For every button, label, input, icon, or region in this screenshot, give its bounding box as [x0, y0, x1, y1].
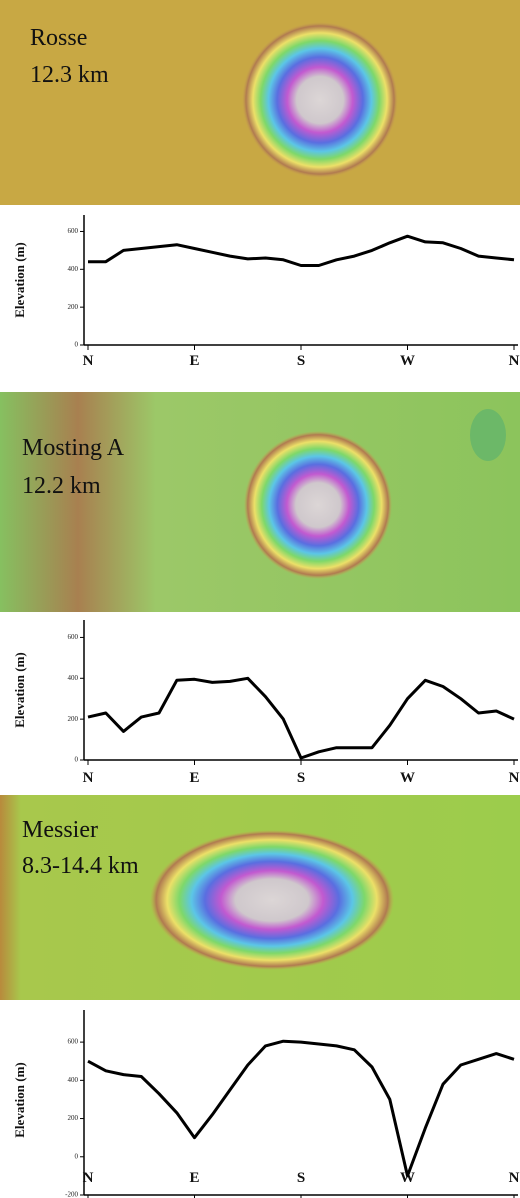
- y-tick-label: 600: [68, 1038, 79, 1046]
- image-label: 8.3-14.4 km: [22, 853, 139, 879]
- x-tick-label: N: [509, 770, 520, 786]
- elevation-line: [88, 678, 514, 758]
- y-tick-label: -200: [65, 1191, 78, 1198]
- x-tick-label: W: [400, 770, 415, 786]
- elevation-line: [88, 236, 514, 265]
- y-axis-label: Elevation (m): [12, 242, 27, 317]
- figure: Rosse 12.3 km 0 200 400 600 N E S W N Elevation (m)…: [0, 0, 520, 1198]
- y-tick-label: 200: [68, 715, 79, 723]
- y-axis-label: Elevation (m): [12, 652, 27, 727]
- x-tick-label: S: [297, 770, 305, 786]
- crater-image: [0, 392, 520, 612]
- y-tick-label: 0: [75, 1152, 79, 1160]
- x-tick-label: E: [189, 353, 199, 369]
- image-label: Mosting A: [22, 435, 125, 461]
- y-tick-label: 200: [68, 1114, 79, 1122]
- y-tick-label: 0: [75, 341, 79, 349]
- x-tick-label: E: [189, 1170, 199, 1186]
- y-axis-label: Elevation (m): [12, 1062, 27, 1137]
- y-tick-label: 600: [68, 633, 79, 641]
- x-tick-label: N: [83, 770, 94, 786]
- image-label: 12.3 km: [30, 62, 109, 88]
- image-label: Messier: [22, 817, 98, 843]
- x-tick-label: N: [509, 353, 520, 369]
- image-label: 12.2 km: [22, 473, 101, 499]
- x-tick-label: N: [509, 1170, 520, 1186]
- y-tick-label: 400: [68, 674, 79, 682]
- x-tick-label: S: [297, 353, 305, 369]
- x-tick-label: W: [400, 353, 415, 369]
- image-label: Rosse: [30, 25, 87, 51]
- y-tick-label: 600: [68, 227, 79, 235]
- x-tick-label: E: [189, 770, 199, 786]
- y-tick-label: 400: [68, 265, 79, 273]
- y-tick-label: 0: [75, 756, 79, 764]
- y-tick-label: 400: [68, 1076, 79, 1084]
- x-tick-label: N: [83, 353, 94, 369]
- elevation-line: [88, 1041, 514, 1176]
- x-tick-label: N: [83, 1170, 94, 1186]
- x-tick-label: S: [297, 1170, 305, 1186]
- y-tick-label: 200: [68, 303, 79, 311]
